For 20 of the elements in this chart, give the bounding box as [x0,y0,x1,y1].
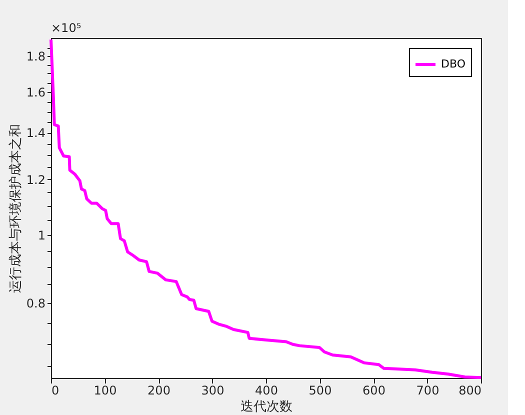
x-tick-label: 100 [94,384,117,398]
y-tick-label: 1.6 [26,85,46,100]
x-tick-label: 700 [416,384,440,398]
x-tick-label: 0 [52,384,60,398]
legend-label: DBO [441,58,466,70]
line-series [50,38,482,380]
x-tick-label: 600 [362,384,386,398]
y-tick-label: 1.4 [26,126,46,140]
x-tick-label: 300 [201,384,224,398]
y-tick-label: 1.8 [26,50,46,64]
x-tick-label: 500 [308,384,332,398]
x-tick-label: 200 [148,384,170,398]
x-tick-label: 800 [458,384,482,398]
x-tick-label: 400 [255,384,278,398]
text: ×10⁵ [51,21,82,35]
y-tick-label: 0.8 [26,296,46,310]
y-tick-label: 1.2 [26,172,46,187]
y-axis-title: 运行成本与环境保护成本之和 [7,124,24,293]
x-axis-title: 迭代次数 [240,400,292,414]
y-tick-label: 1 [38,228,46,242]
